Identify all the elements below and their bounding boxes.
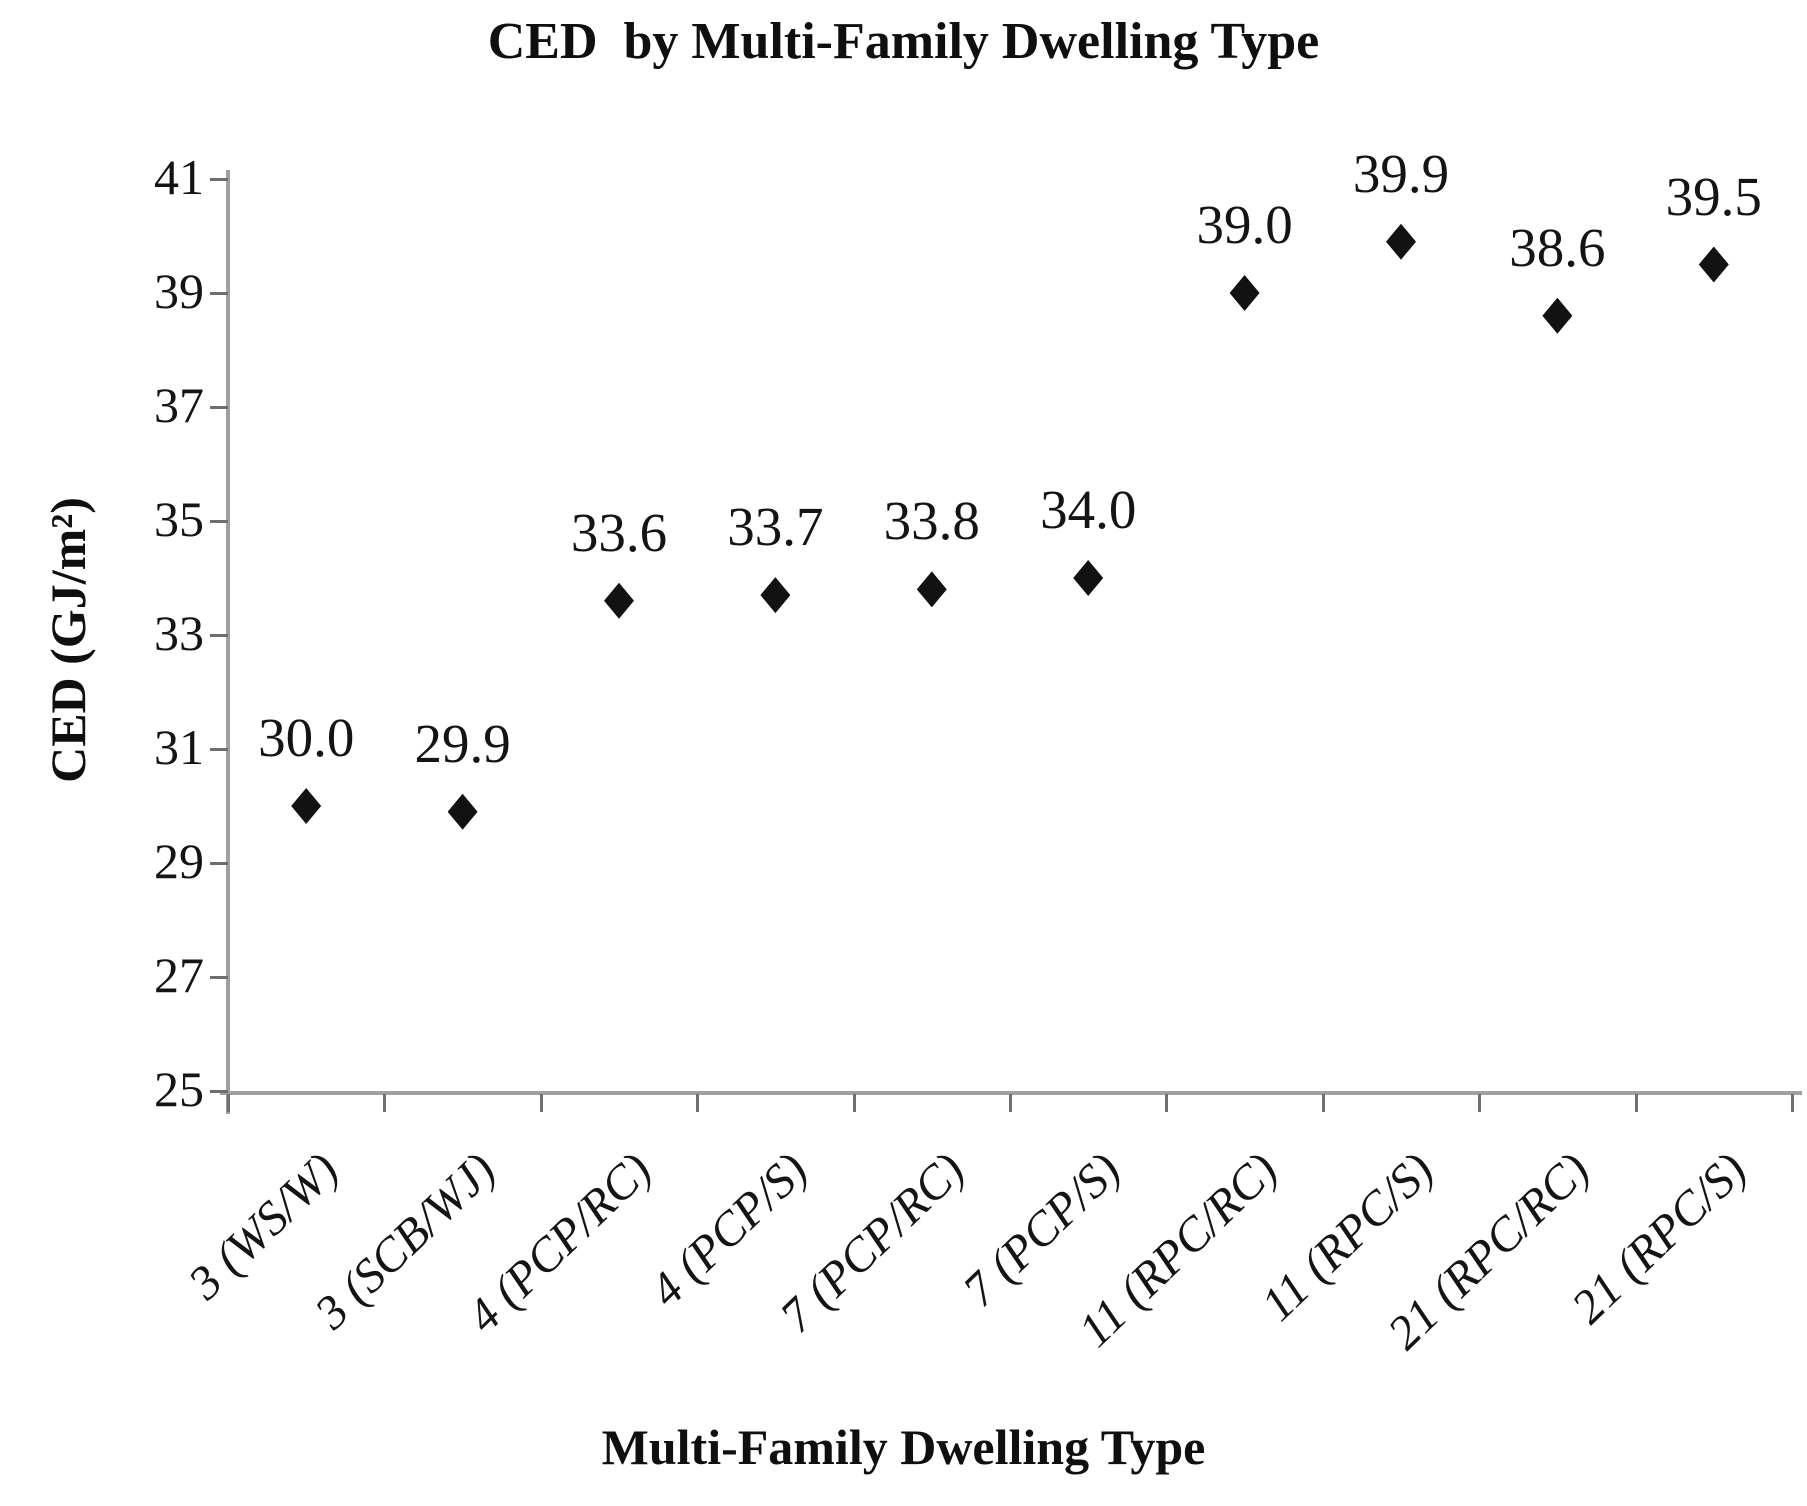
y-axis-tick — [210, 976, 228, 979]
x-axis-tick — [1009, 1094, 1012, 1112]
y-tick-label: 35 — [154, 491, 204, 547]
diamond-icon — [447, 793, 478, 830]
diamond-icon — [916, 571, 947, 608]
y-axis-tick — [210, 634, 228, 637]
diamond-icon — [1229, 275, 1260, 311]
y-axis-line — [226, 170, 230, 1114]
data-point-label: 39.9 — [1352, 142, 1450, 204]
x-axis-tick — [1321, 1094, 1325, 1112]
x-axis-title: Multi-Family Dwelling Type — [601, 1419, 1206, 1475]
y-tick-label: 31 — [154, 719, 204, 775]
diamond-icon — [1386, 223, 1416, 260]
x-axis-tick — [383, 1094, 387, 1112]
data-point-label: 33.7 — [727, 496, 824, 558]
x-axis-tick — [852, 1094, 856, 1112]
diamond-icon — [760, 577, 791, 614]
y-tick-label: 29 — [154, 833, 204, 889]
x-axis-tick — [1634, 1094, 1638, 1112]
x-axis-tick — [696, 1094, 700, 1112]
x-axis-tick — [227, 1094, 230, 1112]
y-tick-label: 27 — [154, 947, 204, 1003]
y-tick-label: 39 — [154, 263, 204, 319]
data-point-label: 33.8 — [883, 490, 980, 552]
x-axis-tick — [1478, 1094, 1482, 1112]
data-point-label: 38.6 — [1509, 216, 1606, 278]
x-axis-tick — [1791, 1094, 1794, 1112]
diamond-icon — [1698, 246, 1729, 283]
y-tick-label: 37 — [154, 377, 204, 433]
data-point-label: 39.5 — [1665, 165, 1762, 227]
data-point-label: 39.0 — [1196, 194, 1293, 255]
y-axis-tick — [210, 1090, 228, 1093]
x-axis-tick — [539, 1094, 543, 1112]
diamond-icon — [1542, 297, 1573, 334]
diamond-icon — [291, 788, 322, 824]
x-axis-tick — [1165, 1094, 1169, 1112]
data-point-label: 29.9 — [414, 712, 511, 774]
y-axis-tick — [210, 406, 228, 409]
y-axis-tick — [210, 292, 228, 295]
y-tick-label: 41 — [154, 149, 204, 205]
diamond-icon — [1073, 560, 1104, 596]
y-tick-label: 33 — [154, 605, 204, 661]
y-axis-tick — [210, 520, 228, 523]
chart-title: CED by Multi-Family Dwelling Type — [487, 13, 1320, 70]
y-axis-tick — [210, 862, 228, 865]
y-axis-tick — [210, 748, 228, 751]
data-point-label: 30.0 — [258, 707, 355, 768]
data-point-label: 33.6 — [570, 501, 668, 563]
diamond-icon — [604, 582, 634, 619]
y-axis-tick — [210, 178, 228, 181]
data-point-label: 34.0 — [1040, 479, 1137, 540]
x-axis-line — [220, 1091, 1802, 1095]
y-tick-label: 25 — [154, 1061, 204, 1117]
